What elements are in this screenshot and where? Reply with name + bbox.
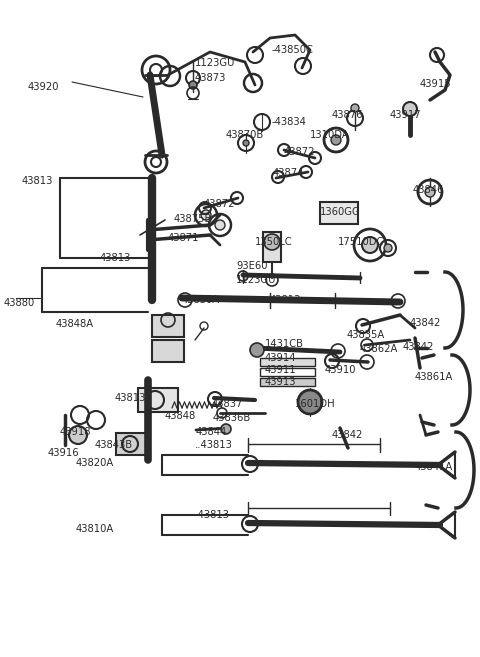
Circle shape [362, 237, 378, 253]
Bar [260, 368, 315, 376]
Circle shape [215, 220, 225, 230]
Text: 43813: 43813 [22, 176, 53, 186]
Text: 43870B: 43870B [226, 130, 264, 140]
Text: 1601DH: 1601DH [295, 399, 336, 409]
Circle shape [351, 104, 359, 112]
Bar [263, 232, 281, 262]
Text: 43916: 43916 [48, 448, 80, 458]
Text: ..43813: ..43813 [195, 440, 233, 450]
Text: 43842: 43842 [332, 430, 363, 440]
Text: 43837: 43837 [212, 399, 243, 409]
Text: 43917: 43917 [390, 110, 421, 120]
Text: 43910: 43910 [325, 365, 357, 375]
Text: 43861A: 43861A [415, 372, 454, 382]
Text: 43848A: 43848A [56, 319, 94, 329]
Text: 43915: 43915 [420, 79, 452, 89]
Bar [320, 202, 358, 224]
Text: 1123GU: 1123GU [195, 58, 236, 68]
Bar [116, 433, 148, 455]
Text: 1350LC: 1350LC [255, 237, 293, 247]
Text: 1431CB: 1431CB [265, 339, 304, 349]
Text: 43842: 43842 [403, 342, 434, 352]
Circle shape [298, 390, 322, 414]
Bar [260, 378, 315, 386]
Circle shape [221, 424, 231, 434]
Text: -43834: -43834 [272, 117, 307, 127]
Text: 43862A: 43862A [360, 344, 398, 354]
Circle shape [201, 210, 211, 220]
Text: 43830A: 43830A [182, 295, 220, 305]
Circle shape [425, 187, 435, 197]
Text: 1360GG: 1360GG [320, 207, 361, 217]
Circle shape [264, 234, 280, 250]
Text: 43841A: 43841A [415, 462, 453, 472]
Text: 43813: 43813 [115, 393, 146, 403]
Text: 43913: 43913 [265, 377, 297, 387]
Bar [152, 340, 184, 362]
Text: 43848: 43848 [165, 411, 196, 421]
Text: 43843B: 43843B [95, 440, 133, 450]
Text: 43874: 43874 [273, 168, 304, 178]
Bar [152, 315, 184, 337]
Text: 43914: 43914 [265, 353, 297, 363]
Text: -43813-: -43813- [195, 510, 234, 520]
Text: 43872: 43872 [284, 147, 315, 157]
Circle shape [331, 135, 341, 145]
Text: -43850C: -43850C [272, 45, 314, 55]
Circle shape [250, 343, 264, 357]
Text: 43876: 43876 [332, 110, 363, 120]
Text: 17510DC: 17510DC [338, 237, 384, 247]
Text: 43846: 43846 [413, 185, 444, 195]
Circle shape [403, 102, 417, 116]
Text: 43813: 43813 [100, 253, 132, 263]
Circle shape [384, 244, 392, 252]
Text: 43844: 43844 [196, 427, 227, 437]
Text: 43820A: 43820A [76, 458, 114, 468]
Circle shape [69, 426, 87, 444]
Text: 43911: 43911 [265, 365, 297, 375]
Text: 43875B: 43875B [174, 214, 212, 224]
Text: 43835A: 43835A [347, 330, 385, 340]
Text: 1123GU: 1123GU [236, 275, 276, 285]
Text: 93E60: 93E60 [236, 261, 267, 271]
Circle shape [189, 81, 197, 89]
Text: 43880: 43880 [4, 298, 35, 308]
Circle shape [243, 140, 249, 146]
Text: 43871: 43871 [168, 233, 200, 243]
Text: 1310DA: 1310DA [310, 130, 350, 140]
Text: 43836B: 43836B [213, 413, 251, 423]
Text: 43918: 43918 [60, 427, 92, 437]
Bar [260, 358, 315, 366]
Text: 43872: 43872 [204, 199, 236, 209]
Text: 43920: 43920 [28, 82, 60, 92]
Text: 43813: 43813 [270, 295, 301, 305]
Bar [138, 388, 178, 412]
Text: 43810A: 43810A [76, 524, 114, 534]
Text: 43842: 43842 [410, 318, 442, 328]
Text: 43873: 43873 [195, 73, 227, 83]
